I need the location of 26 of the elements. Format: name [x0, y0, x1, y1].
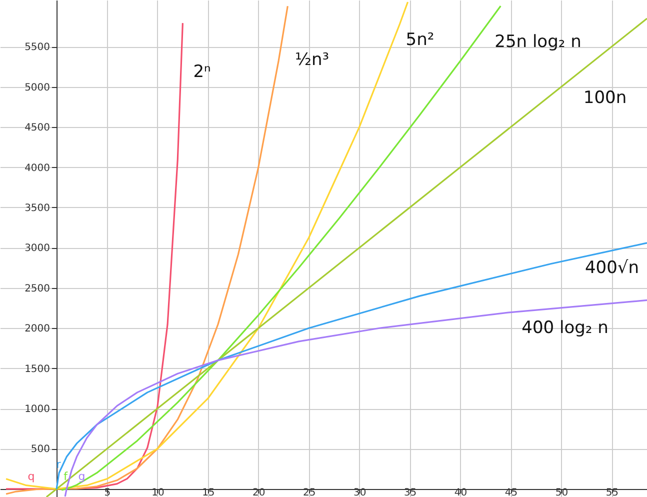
line-series — [56, 242, 647, 490]
y-tick-label: 3500 — [24, 202, 50, 214]
series-label: 5n² — [406, 30, 434, 50]
y-tick-label: 3000 — [24, 243, 50, 254]
y-tick-label: 2500 — [24, 283, 50, 294]
series-label: 400√n — [584, 258, 640, 278]
y-tick-label: 4500 — [24, 122, 50, 134]
series-label: 100n — [583, 88, 627, 108]
y-tick-label: 1000 — [24, 404, 50, 416]
line-series — [64, 299, 647, 497]
series-label: 25n log₂ n — [494, 32, 582, 52]
y-tick-label: 2000 — [24, 324, 50, 335]
annotation: g — [78, 470, 86, 483]
y-tick-label: 4000 — [24, 162, 50, 174]
series-label: 400 log₂ n — [522, 318, 608, 338]
y-tick-label: 5500 — [24, 42, 50, 54]
annotation: f — [64, 470, 69, 483]
y-tick-label: 5000 — [24, 82, 50, 94]
y-tick-label: 500 — [30, 444, 50, 456]
series-label: ½n³ — [294, 50, 330, 70]
line-series — [5, 22, 184, 490]
annotation: q — [28, 470, 35, 483]
y-tick-label: 1500 — [24, 364, 50, 375]
line-series — [5, 1, 409, 490]
line-series — [5, 5, 288, 495]
series-label: 2ⁿ — [193, 62, 211, 82]
